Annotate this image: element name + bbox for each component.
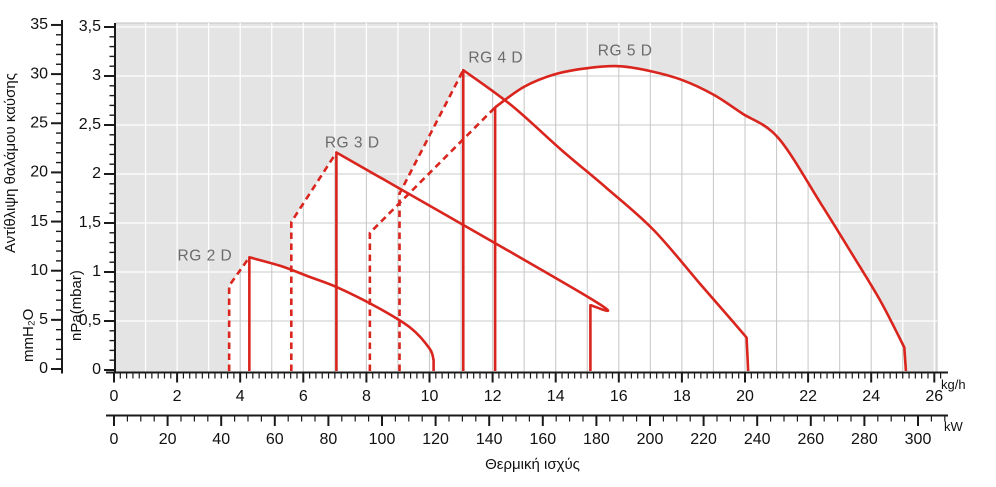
kgh-tick-label: 8 (362, 388, 371, 405)
mmh2o-tick-label: 15 (30, 213, 48, 230)
mmh2o-tick-label: 25 (30, 114, 48, 131)
mbar-tick-label: 1,5 (79, 214, 101, 231)
kgh-tick-label: 10 (421, 388, 439, 405)
rg-4-d-min-boundary-dashed (398, 69, 465, 371)
kw-tick-label: 120 (422, 431, 449, 448)
series-label-rg-4-d: RG 4 D (468, 49, 523, 66)
rg-4-d-envelope-solid (461, 68, 750, 372)
kgh-tick-label: 26 (925, 388, 943, 405)
kw-tick-label: 60 (266, 431, 284, 448)
kw-tick-label: 80 (320, 431, 338, 448)
kgh-tick-label: 22 (799, 388, 817, 405)
mmh2o-tick-label: 35 (30, 16, 48, 33)
kgh-tick-label: 2 (173, 388, 182, 405)
y-axis-unit-mbar: nPa(mbar) (68, 270, 85, 342)
kw-tick-label: 140 (476, 431, 503, 448)
kgh-tick-label: 0 (110, 388, 119, 405)
kgh-tick-label: 20 (736, 388, 754, 405)
series-rg-2-d (227, 256, 435, 371)
kw-tick-label: 100 (369, 431, 396, 448)
kw-tick-label: 240 (744, 431, 771, 448)
envelope-rg-5-d (369, 66, 906, 372)
rg-3-d-envelope-solid (335, 151, 610, 371)
rg-5-d-min-boundary-dashed (368, 106, 497, 371)
kgh-tick-label: 18 (673, 388, 691, 405)
kgh-tick-label: 12 (484, 388, 502, 405)
kw-tick-label: 0 (110, 431, 119, 448)
y-axis-unit-mmh2o: mmH₂O (20, 308, 37, 362)
mmh2o-tick-label: 30 (30, 65, 48, 82)
series-rg-3-d (290, 151, 610, 371)
rg-5-d-envelope-solid (493, 64, 908, 372)
rg-2-d-min-boundary-dashed (227, 256, 251, 371)
kw-tick-label: 300 (905, 431, 932, 448)
series-rg-5-d (368, 64, 908, 372)
kgh-tick-label: 14 (547, 388, 565, 405)
kw-tick-label: 260 (797, 431, 824, 448)
kw-tick-label: 180 (583, 431, 610, 448)
series-label-rg-5-d: RG 5 D (598, 43, 653, 60)
rg-3-d-min-boundary-dashed (290, 151, 338, 371)
mbar-tick-label: 3 (92, 67, 101, 84)
x-axis-unit-kgh: kg/h (941, 377, 966, 392)
kw-tick-label: 200 (637, 431, 664, 448)
series-label-rg-2-d: RG 2 D (178, 247, 233, 264)
kgh-tick-label: 24 (862, 388, 880, 405)
mbar-tick-label: 2 (92, 165, 101, 182)
mbar-tick-label: 3,5 (79, 18, 101, 35)
kgh-tick-label: 16 (610, 388, 628, 405)
mbar-tick-label: 2,5 (79, 116, 101, 133)
mmh2o-tick-label: 20 (30, 164, 48, 181)
mbar-tick-label: 1 (92, 263, 101, 280)
axes (51, 20, 948, 426)
mmh2o-tick-label: 0 (39, 360, 48, 377)
mbar-tick-label: 0,5 (79, 312, 101, 329)
kw-tick-label: 220 (690, 431, 717, 448)
mmh2o-tick-label: 10 (30, 262, 48, 279)
kgh-tick-label: 6 (299, 388, 308, 405)
series-rg-4-d (398, 68, 750, 372)
kgh-tick-label: 4 (236, 388, 245, 405)
kw-tick-label: 40 (212, 431, 230, 448)
mbar-tick-label: 0 (92, 361, 101, 378)
x-axis-unit-kw: kW (944, 419, 963, 434)
x-axis-title: Θερμική ισχύς (485, 456, 580, 473)
rg-2-d-envelope-solid (248, 256, 435, 371)
y-axis-title: Αντίθλιψη θαλάμου καύσης (2, 73, 19, 253)
mmh2o-tick-label: 5 (39, 311, 48, 328)
kw-tick-label: 280 (851, 431, 878, 448)
series-label-rg-3-d: RG 3 D (325, 135, 380, 152)
kw-tick-label: 20 (159, 431, 177, 448)
kw-tick-label: 160 (529, 431, 556, 448)
